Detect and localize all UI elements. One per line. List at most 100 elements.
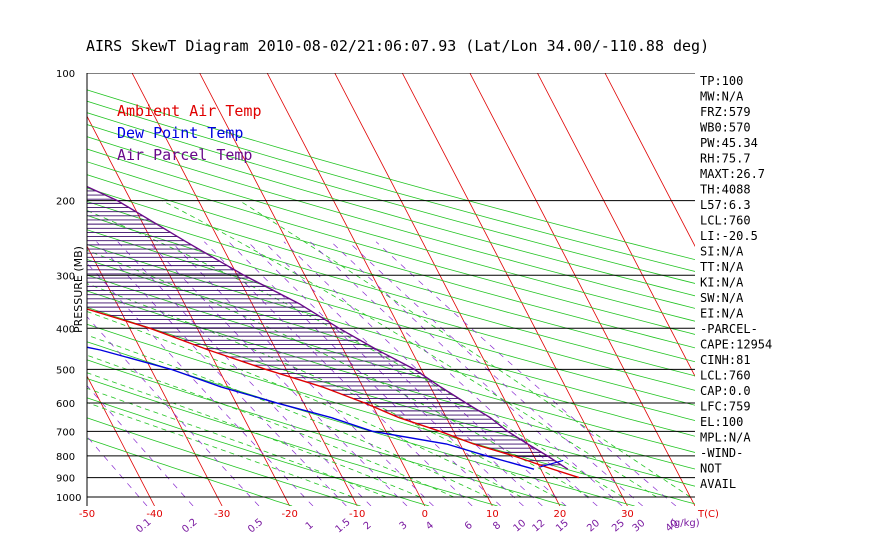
dry-adiabat [87,124,695,297]
mixing-ratio-tick-label: 8 [491,520,503,533]
stat-entry: SW:N/A [700,291,744,305]
mixing-ratio-line [283,241,567,506]
mixing-ratio-line [330,241,623,506]
stat-entry: -PARCEL- [700,322,758,336]
isotherm-line [87,375,155,506]
pressure-tick-label: 900 [56,474,75,485]
dry-adiabat [87,100,695,272]
isotherm-line [131,73,358,506]
dry-adiabat [87,136,695,309]
temp-unit-label: T(C) [697,509,719,520]
stat-entry: EI:N/A [700,307,744,321]
dry-adiabat [87,229,695,406]
isotherm-line [266,73,493,506]
legend-item: Ambient Air Temp [117,102,262,120]
pressure-tick-label: 700 [56,427,75,438]
isotherm-line [87,245,223,506]
stat-entry: LFC:759 [700,400,751,414]
dry-adiabat [87,274,695,453]
mixing-ratio-line [204,241,473,506]
stat-entry: CINH:81 [700,353,751,367]
stat-entry: TP:100 [700,74,743,88]
bottom-temp-tick-label: -40 [146,509,162,520]
mixing-ratio-tick-label: 10 [512,518,529,535]
legend: Ambient Air Temp Dew Point Temp Air Parcel… [117,102,262,164]
mixing-ratio-line [87,385,194,506]
stat-entry: TH:4088 [700,183,751,197]
stat-entry: RH:75.7 [700,152,751,166]
stat-entry: WB0:570 [700,121,751,135]
stat-entry: AVAIL [700,477,736,491]
dry-adiabat [87,161,695,335]
stat-entry: CAP:0.0 [700,384,751,398]
moist-adiabat [87,311,522,498]
dry-adiabat [87,215,695,391]
pressure-tick-label: 100 [56,69,75,80]
cape-hatching [87,186,562,466]
dry-adiabat [87,148,695,322]
mixing-ratio-tick-label: 12 [530,518,547,535]
pressure-tick-label: 600 [56,399,75,410]
legend-item: Air Parcel Temp [117,146,252,164]
dry-adiabat [87,187,695,363]
dry-adiabat [87,112,695,284]
dry-adiabat [87,323,695,505]
bottom-temp-tick-label: -10 [349,509,365,520]
mixing-ratio-unit-label: (g/kg) [670,518,700,529]
dry-adiabat [87,259,695,437]
mixing-ratio-line [117,241,372,506]
mixing-ratio-line [228,241,501,506]
mixing-ratio-tick-label: 25 [610,518,627,535]
stat-entry: LI:-20.5 [700,229,758,243]
stat-entry: L57:6.3 [700,198,751,212]
stat-entry: MAXT:26.7 [700,167,765,181]
bottom-temp-tick-label: -50 [79,509,95,520]
isotherm-line [537,73,695,377]
dry-adiabat [87,438,293,506]
stat-entry: LCL:760 [700,369,751,383]
mixing-ratio-line [87,262,314,506]
isotherm-line [604,73,695,248]
bottom-temp-tick-label: 20 [554,509,567,520]
stat-entry: TT:N/A [700,260,744,274]
moist-adiabat [239,200,691,498]
pressure-tick-label: 200 [56,197,75,208]
dew-point-temp-line [87,346,535,470]
dry-adiabat [87,417,361,506]
air-parcel-temp-line [87,185,569,470]
dry-adiabat [87,290,695,470]
dry-adiabat [87,397,430,506]
mixing-ratio-tick-label: 15 [554,518,571,535]
bottom-temp-tick-label: 10 [486,509,499,520]
mixing-ratio-line [348,241,643,506]
dry-adiabat [87,378,498,506]
legend-item: Dew Point Temp [117,124,243,142]
stat-entry: SI:N/A [700,245,744,259]
isotherm-line [401,73,628,506]
stat-entry: PW:45.34 [700,136,758,150]
stat-entry: CAPE:12954 [700,338,772,352]
dry-adiabat [87,306,695,487]
stat-entry: EL:100 [700,415,743,429]
mixing-ratio-line [309,241,598,506]
y-axis-label: PRESSURE (MB) [72,246,85,333]
pressure-tick-label: 500 [56,365,75,376]
pressure-tick-label: 800 [56,452,75,463]
mixing-ratio-tick-label: 3 [398,520,410,533]
dry-adiabat [87,201,695,377]
mixing-ratio-tick-label: 1 [304,520,316,533]
bottom-temp-tick-label: -20 [281,509,297,520]
isotherm-line [87,115,291,506]
isotherm-line [334,73,561,506]
mixing-ratio-line [375,241,677,506]
dry-adiabat [87,89,695,261]
stat-entry: LCL:760 [700,214,751,228]
mixing-ratio-tick-label: 20 [585,518,602,535]
ambient-air-temp-line [87,308,580,479]
dry-adiabat [87,359,567,506]
isotherm-line [0,73,19,506]
mixing-ratio-tick-label: 0.5 [246,517,265,536]
mixing-ratio-line [171,241,434,506]
mixing-ratio-tick-label: 6 [463,520,475,533]
mixing-ratio-line [148,241,408,506]
